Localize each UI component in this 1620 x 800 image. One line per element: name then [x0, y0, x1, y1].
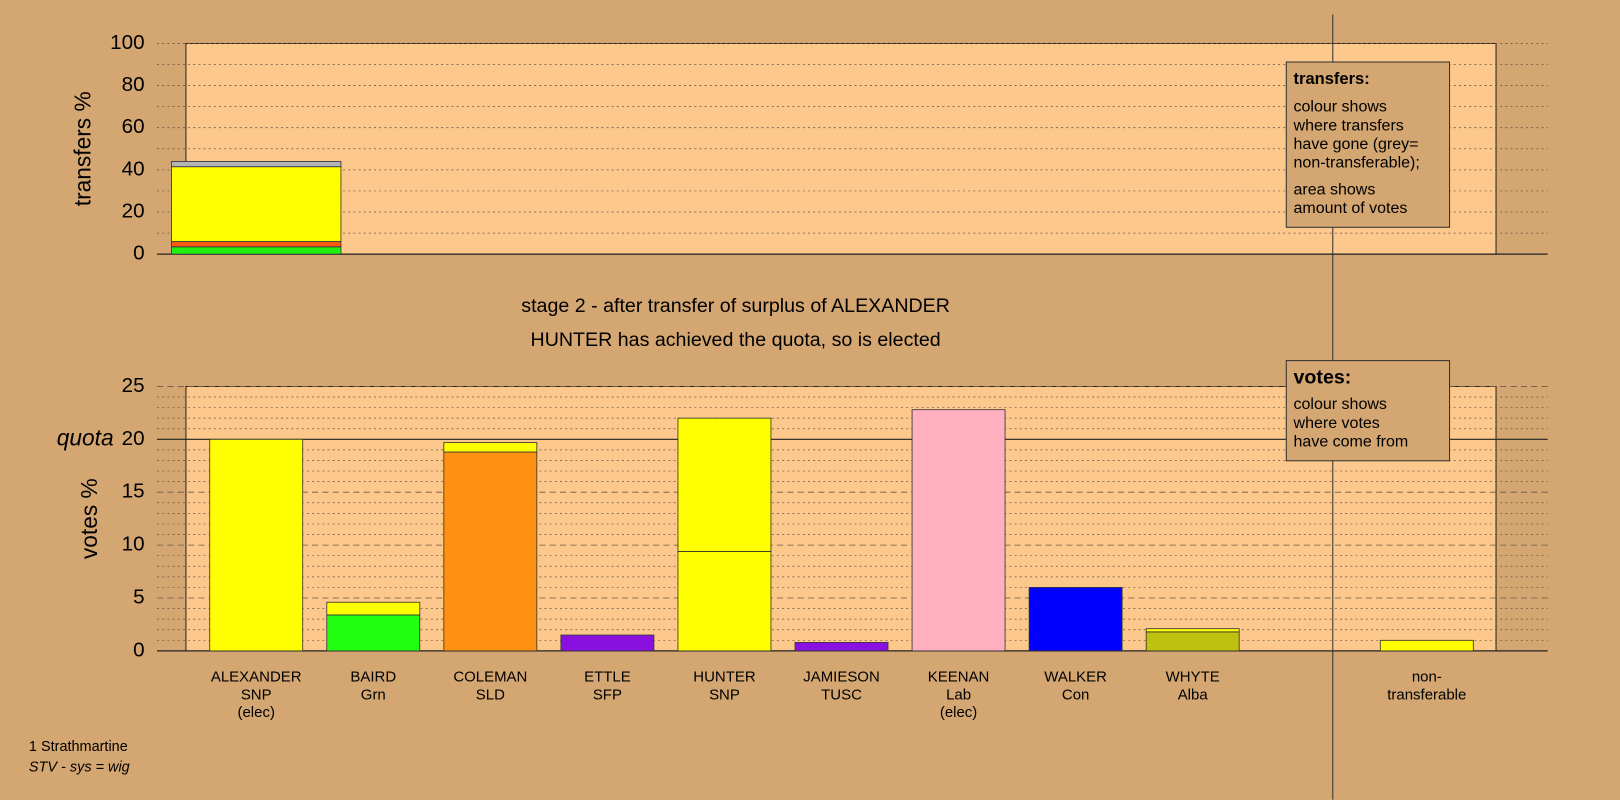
legend-text: colour shows	[1294, 396, 1387, 413]
bar-segment	[326, 614, 421, 652]
x-tick-label: JAMIESON	[803, 669, 880, 686]
x-tick-label: ETTLE	[584, 669, 631, 686]
y-tick-label: 20	[122, 199, 145, 222]
bar-segment	[794, 642, 889, 652]
legend-text: have come from	[1294, 433, 1409, 450]
legend-text: where votes	[1293, 415, 1380, 432]
bar-segment	[560, 634, 655, 652]
legend-title: transfers:	[1294, 69, 1370, 88]
x-tick-label: Alba	[1178, 686, 1209, 703]
x-tick-label: COLEMAN	[453, 669, 527, 686]
bar-segment	[171, 161, 342, 168]
x-tick-label: WHYTE	[1166, 669, 1220, 686]
y-tick-label: 40	[122, 157, 145, 180]
subtitle: HUNTER has achieved the quota, so is ele…	[531, 329, 941, 351]
y-tick-label: 60	[122, 115, 145, 138]
legend-text: area shows	[1294, 181, 1376, 198]
bar-segment	[171, 166, 342, 242]
x-tick-label: non-	[1412, 669, 1442, 686]
legend-text: where transfers	[1293, 117, 1404, 134]
legend-text: non-transferable);	[1294, 154, 1420, 171]
x-tick-label: KEENAN	[928, 669, 990, 686]
y-tick-label: 5	[133, 585, 144, 608]
legend-text: colour shows	[1294, 99, 1387, 116]
bar-segment	[171, 246, 342, 255]
x-tick-label: transferable	[1387, 686, 1466, 703]
bar-segment	[443, 451, 538, 652]
x-tick-label: BAIRD	[350, 669, 396, 686]
legend-text: have gone (grey=	[1294, 136, 1419, 153]
bar-segment	[1028, 587, 1123, 652]
x-tick-label: (elec)	[238, 704, 275, 721]
x-tick-label: WALKER	[1044, 669, 1107, 686]
y-axis-label: transfers %	[70, 91, 96, 206]
bar-segment	[1379, 639, 1474, 652]
x-tick-label: SNP	[709, 686, 740, 703]
bar-segment	[911, 409, 1006, 652]
y-tick-label: 25	[122, 374, 145, 397]
y-tick-label: 0	[133, 638, 144, 661]
x-tick-label: HUNTER	[693, 669, 756, 686]
quota-label: quota	[57, 424, 114, 450]
bar-segment	[443, 442, 538, 453]
footer: STV - sys = wig	[29, 759, 130, 775]
legend-box	[1285, 360, 1451, 462]
x-tick-label: TUSC	[821, 686, 862, 703]
legend-title: votes:	[1294, 366, 1352, 388]
title: stage 2 - after transfer of surplus of A…	[521, 295, 950, 317]
y-tick-label: 100	[110, 31, 144, 54]
bar-segment	[1145, 631, 1240, 652]
x-tick-label: Lab	[946, 686, 971, 703]
x-tick-label: SFP	[593, 686, 622, 703]
x-tick-label: SLD	[476, 686, 505, 703]
y-tick-label: 15	[122, 480, 145, 503]
bar-segment	[677, 417, 772, 552]
bar-segment	[326, 601, 421, 616]
votes-legend: votes: colour shows where votes have com…	[1285, 360, 1451, 462]
y-tick-label: 80	[122, 73, 145, 96]
x-tick-label: Grn	[361, 686, 386, 703]
x-tick-label: Con	[1062, 686, 1089, 703]
bar-segment	[171, 241, 342, 248]
y-axis-label: votes %	[76, 478, 102, 559]
x-tick-label: (elec)	[940, 704, 977, 721]
x-tick-label: SNP	[241, 686, 272, 703]
transfers-legend: transfers: colour shows where transfers …	[1285, 61, 1451, 228]
x-tick-label: ALEXANDER	[211, 669, 302, 686]
y-tick-label: 10	[122, 533, 145, 556]
bar-segment	[209, 438, 304, 652]
y-tick-label: 20	[122, 427, 145, 450]
bar-segment	[1145, 628, 1240, 633]
y-tick-label: 0	[133, 242, 144, 265]
legend-text: amount of votes	[1294, 200, 1408, 217]
footer: 1 Strathmartine	[29, 739, 128, 755]
legend-box	[1285, 61, 1451, 228]
bar-segment	[677, 551, 772, 652]
